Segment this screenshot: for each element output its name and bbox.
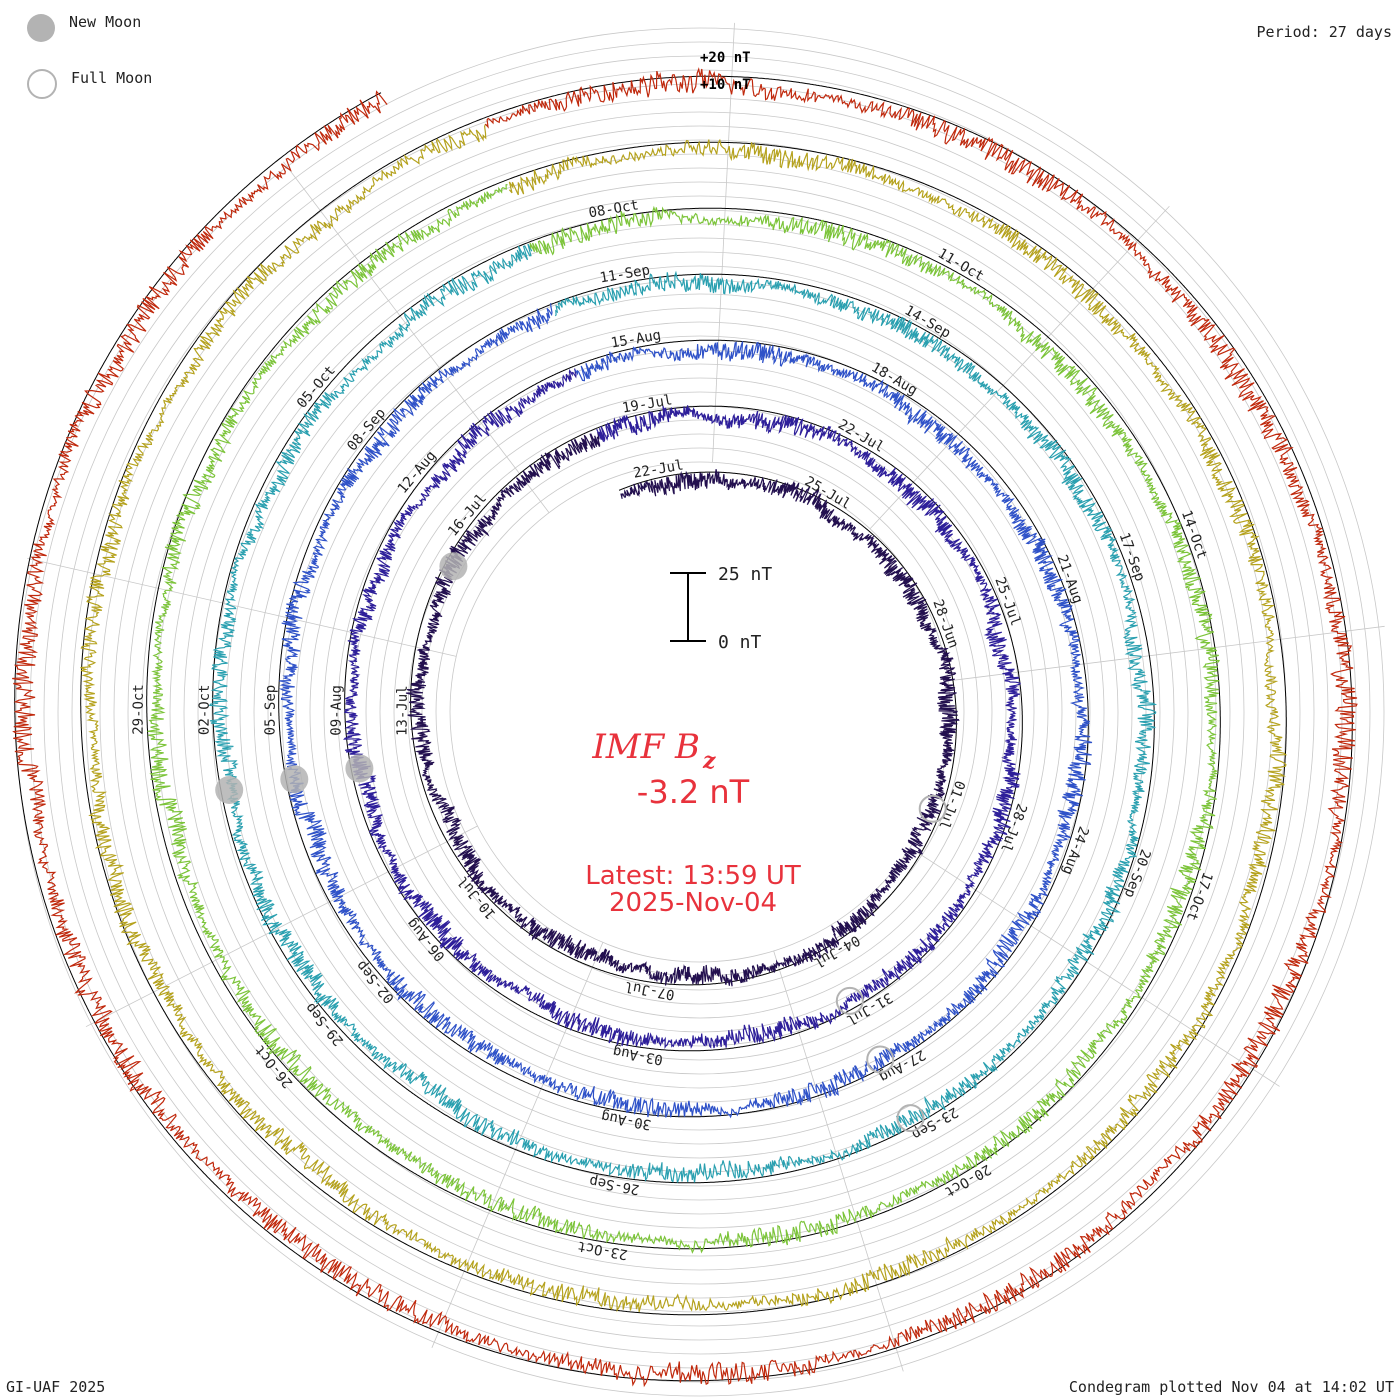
grid-circle <box>351 363 1049 1061</box>
date-label: 05-Sep <box>263 685 279 736</box>
grid-spoke <box>27 557 457 657</box>
grid-circle <box>309 321 1091 1103</box>
data-series-turn <box>279 303 1093 1119</box>
new-moon-marker <box>280 765 309 794</box>
grid-circle <box>323 335 1077 1089</box>
date-label: 17-Oct <box>1183 870 1216 923</box>
grid-spoke <box>85 825 478 1028</box>
latest-time: Latest: 13:59 UT <box>585 861 801 891</box>
date-label: 17-Sep <box>1116 531 1148 584</box>
legend-new-moon: New Moon <box>27 13 142 42</box>
new-moon-marker <box>345 754 374 783</box>
footer-plot-time: Condegram plotted Nov 04 at 14:02 UT <box>1068 1378 1394 1396</box>
data-series-turn <box>343 368 1021 1050</box>
grid-circle <box>295 307 1105 1117</box>
new-moon-icon <box>27 14 55 42</box>
grid-circle <box>29 41 1371 1383</box>
full-moon-marker <box>918 794 947 823</box>
grid-circle <box>57 69 1343 1355</box>
ring-scale-label-10: +10 nT <box>700 77 751 93</box>
grid-circle <box>449 461 951 963</box>
data-series-turn <box>80 124 1288 1313</box>
data-layer <box>12 67 1358 1388</box>
zero-baseline-turn <box>212 241 1155 1184</box>
grid-circle <box>225 237 1175 1187</box>
date-label: 02-Oct <box>197 684 213 735</box>
date-label: 25-Jul <box>991 575 1023 628</box>
grid-spoke <box>948 625 1385 682</box>
grid-circle <box>99 111 1301 1313</box>
date-label: 29-Oct <box>131 684 147 735</box>
zero-baseline-turn <box>410 427 957 986</box>
grid-circle <box>337 349 1063 1075</box>
data-series-turn <box>147 184 1220 1254</box>
current-value: -3.2 nT <box>637 773 750 811</box>
grid-circle <box>43 55 1357 1369</box>
grid-circle <box>281 293 1119 1131</box>
period-label: Period: 27 days <box>1256 23 1392 41</box>
grid-circle <box>421 433 979 991</box>
ring-scale-label-20: +20 nT <box>700 50 751 66</box>
grid-spoke <box>283 161 550 513</box>
data-series-turn <box>12 67 1358 1388</box>
grid-spoke <box>712 22 735 463</box>
data-series-turn <box>208 243 1158 1183</box>
full-moon-marker <box>866 1045 895 1074</box>
grid-circle <box>365 377 1035 1047</box>
date-label: 24-Aug <box>1059 824 1092 877</box>
full-moon-marker <box>896 1104 925 1133</box>
full-moon-label: Full Moon <box>71 69 153 87</box>
scale-bottom-label: 0 nT <box>718 632 762 653</box>
grid-circle <box>239 251 1161 1173</box>
grid-circle <box>155 167 1245 1257</box>
grid-circle <box>197 209 1203 1215</box>
grid-circle <box>253 265 1147 1159</box>
full-moon-marker <box>835 986 864 1015</box>
center-title: IMF B <box>591 727 700 767</box>
grid-circle <box>379 391 1021 1033</box>
grid-circle <box>169 181 1231 1243</box>
center-title-main: IMF B <box>591 727 700 767</box>
date-label: 29-Sep <box>302 999 347 1048</box>
new-moon-marker <box>439 552 468 581</box>
center-title-subscript: z <box>702 748 716 774</box>
grid-spoke <box>909 847 1280 1087</box>
date-label: 26-Oct <box>252 1042 297 1091</box>
grid-spoke <box>869 205 1170 530</box>
grid-circle <box>85 97 1315 1327</box>
grid-circle <box>71 83 1329 1341</box>
date-label: 09-Aug <box>329 685 345 736</box>
new-moon-marker <box>215 776 244 804</box>
full-moon-icon <box>27 69 57 99</box>
scale-bar: 25 nT 0 nT <box>670 564 772 653</box>
grid-circle <box>211 223 1189 1201</box>
grid-circle <box>141 153 1259 1271</box>
grid-spoke <box>431 942 604 1348</box>
date-label: 20-Sep <box>1121 847 1154 900</box>
data-series-turn <box>405 431 960 987</box>
grid-circle <box>127 139 1273 1285</box>
grid-layer <box>15 22 1385 1397</box>
legend-full-moon: Full Moon <box>27 69 152 99</box>
moon-layer <box>215 552 947 1133</box>
date-label: 13-Jul <box>395 685 411 736</box>
latest-date: 2025-Nov-04 <box>609 888 777 918</box>
zero-baseline-turn <box>146 179 1221 1250</box>
new-moon-label: New Moon <box>69 13 142 31</box>
grid-spoke <box>773 950 904 1372</box>
footer-credit: GI-UAF 2025 <box>6 1378 106 1396</box>
scale-top-label: 25 nT <box>718 564 772 585</box>
date-label: 26-Sep <box>588 1173 641 1198</box>
grid-circle <box>407 419 993 1005</box>
